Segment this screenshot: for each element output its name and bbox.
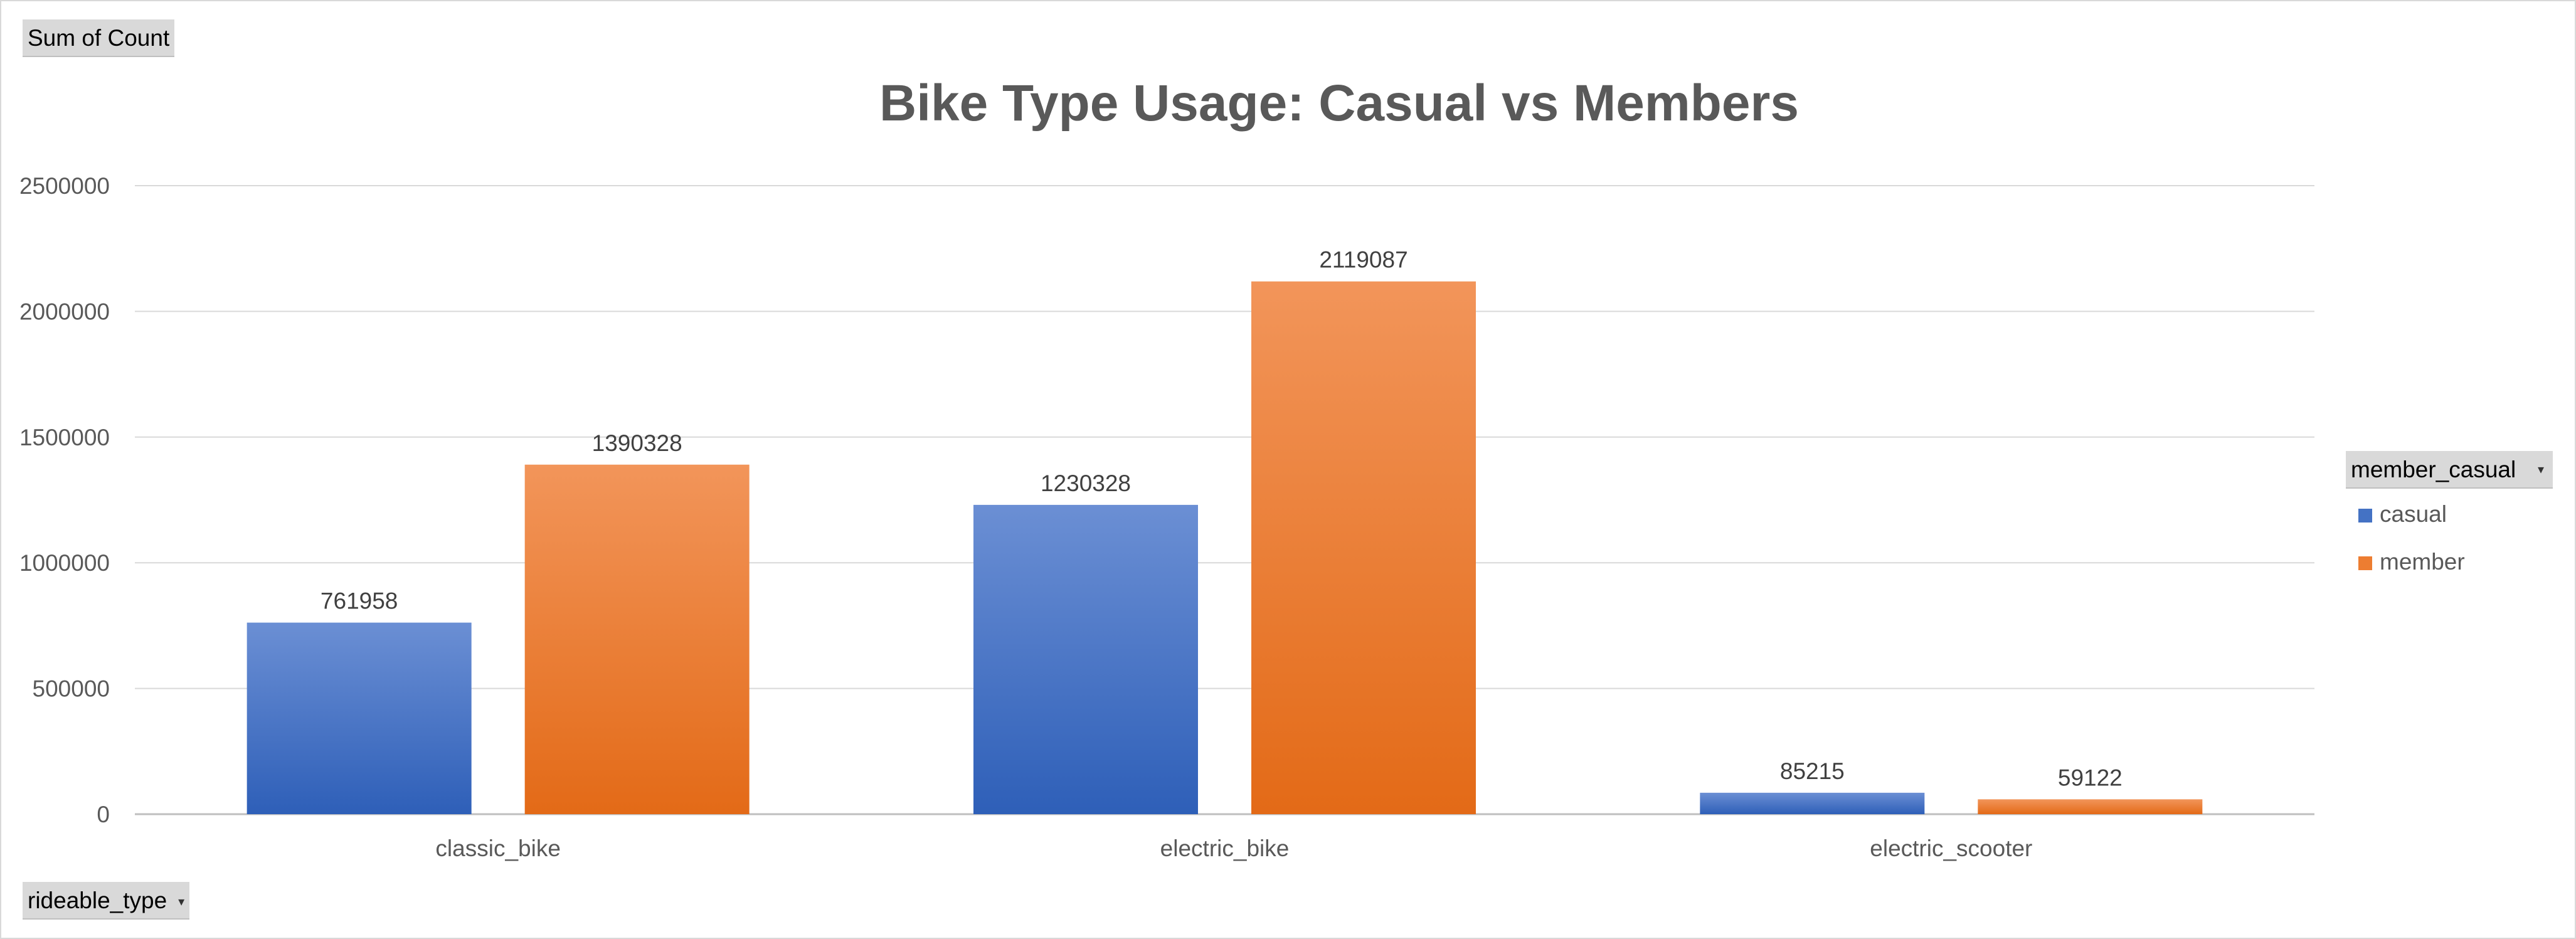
bar-member-electric_scooter	[1978, 799, 2203, 814]
data-label-casual-electric_scooter: 85215	[1780, 758, 1845, 784]
data-label-casual-electric_bike: 1230328	[1041, 470, 1131, 496]
data-label-member-electric_bike: 2119087	[1319, 247, 1407, 273]
dropdown-arrow-icon: ▾	[178, 895, 185, 910]
legend-item-member: member	[2358, 548, 2465, 576]
y-tick-label: 500000	[33, 676, 110, 702]
value-field-label: Sum of Count	[28, 25, 170, 51]
value-field-button[interactable]: Sum of Count	[23, 19, 175, 57]
data-labels: 761958 1390328 1230328 2119087 85215 59122	[321, 247, 2123, 791]
legend-field-label: member_casual	[2351, 457, 2516, 482]
axis-field-label: rideable_type	[28, 888, 167, 913]
axis-field-button[interactable]: rideable_type ▾	[23, 882, 190, 920]
chart-title: Bike Type Usage: Casual vs Members	[879, 75, 1799, 132]
x-tick-label: electric_bike	[1160, 836, 1290, 861]
x-tick-label: electric_scooter	[1870, 836, 2032, 861]
bar-casual-electric_scooter	[1700, 792, 1925, 814]
y-tick-label: 2500000	[19, 173, 110, 199]
bar-casual-classic_bike	[246, 622, 472, 814]
legend-swatch-casual	[2358, 509, 2372, 523]
x-tick-label: classic_bike	[435, 836, 560, 861]
bar-member-classic_bike	[524, 464, 750, 814]
dropdown-arrow-icon: ▾	[2537, 463, 2544, 477]
legend-label-member: member	[2380, 549, 2465, 575]
x-axis: classic_bike electric_bike electric_scoote…	[435, 836, 2032, 861]
bar-casual-electric_bike	[973, 504, 1198, 814]
legend-swatch-member	[2358, 556, 2372, 571]
y-axis: 0 500000 1000000 1500000 2000000 2500000	[19, 173, 110, 827]
legend-label-casual: casual	[2380, 501, 2447, 527]
legend-field-button[interactable]: member_casual ▾	[2346, 451, 2553, 489]
gridlines	[135, 185, 2314, 815]
y-tick-label: 0	[97, 802, 110, 827]
data-label-member-classic_bike: 1390328	[592, 430, 682, 456]
y-tick-label: 2000000	[19, 299, 110, 324]
bar-member-electric_bike	[1251, 281, 1476, 814]
bars	[246, 281, 2203, 814]
y-tick-label: 1500000	[19, 425, 110, 450]
legend-item-casual: casual	[2358, 500, 2447, 529]
y-tick-label: 1000000	[19, 550, 110, 576]
data-label-member-electric_scooter: 59122	[2058, 765, 2123, 790]
data-label-casual-classic_bike: 761958	[321, 588, 398, 614]
